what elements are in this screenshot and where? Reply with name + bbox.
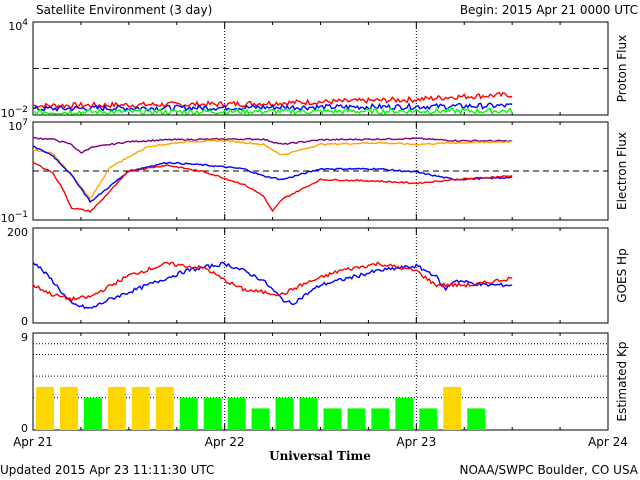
y-tick-label-bottom: 10−1 (1, 210, 28, 225)
y-tick-label-bottom: 0 (21, 315, 28, 328)
panel-frame (32, 121, 609, 221)
series-line-blue (33, 145, 513, 204)
y-tick-label-top: 200 (7, 226, 28, 239)
x-tick-labels: Apr 21 Apr 22 Apr 23 Apr 24 (13, 435, 628, 449)
y-axis-label: Estimated Kp (615, 342, 629, 422)
kp-bar (299, 397, 318, 430)
credit-label: NOAA/SWPC Boulder, CO USA (460, 463, 639, 477)
kp-bar (131, 386, 150, 430)
series-line-blue (32, 102, 513, 112)
kp-panel: 9 0 Estimated Kp (21, 331, 629, 435)
electron-flux-panel: 107 10−1 Electron Flux (1, 118, 629, 225)
kp-bar (251, 408, 270, 430)
kp-bar (107, 386, 126, 430)
kp-bar (371, 408, 390, 430)
series-line-blue (32, 261, 513, 310)
kp-bar (203, 397, 222, 430)
kp-bar (419, 408, 438, 430)
series-line-green (32, 106, 513, 116)
y-axis-label: Electron Flux (615, 132, 629, 210)
y-axis-label: GOES Hp (615, 248, 629, 302)
kp-bar (83, 397, 102, 430)
series-line-red (32, 161, 513, 213)
kp-bar (36, 386, 54, 430)
x-tick-label: Apr 23 (396, 435, 436, 449)
series-line-purple (32, 136, 513, 154)
begin-label: Begin: 2015 Apr 21 0000 UTC (460, 3, 638, 17)
y-tick-label-top: 107 (8, 118, 28, 133)
chart-title: Satellite Environment (3 day) (36, 3, 212, 17)
y-tick-label-bottom: 10−2 (1, 105, 28, 120)
updated-label: Updated 2015 Apr 23 11:11:30 UTC (0, 463, 214, 477)
proton-flux-panel: 104 10−2 Proton Flux (1, 18, 629, 120)
kp-bar (467, 408, 486, 430)
kp-bar (227, 397, 246, 430)
y-axis-label: Proton Flux (615, 35, 629, 102)
goes-hp-panel: 200 0 GOES Hp (7, 226, 629, 328)
y-tick-label-top: 9 (21, 331, 28, 344)
kp-bar (275, 397, 294, 430)
y-tick-label-top: 104 (8, 18, 28, 33)
x-tick-label: Apr 24 (588, 435, 628, 449)
kp-bar (179, 397, 198, 430)
kp-bar (443, 386, 462, 430)
kp-bar (60, 386, 78, 430)
series-line-orange (32, 139, 513, 200)
kp-bar (323, 408, 342, 430)
x-tick-label: Apr 21 (13, 435, 53, 449)
panel-frame (32, 21, 609, 116)
kp-bar (395, 397, 414, 430)
x-tick-label: Apr 22 (205, 435, 245, 449)
kp-bar (155, 386, 174, 430)
y-tick-label-bottom: 0 (21, 422, 28, 435)
kp-bar (347, 408, 366, 430)
series-line-red (32, 261, 513, 303)
x-axis-label: Universal Time (269, 449, 371, 463)
